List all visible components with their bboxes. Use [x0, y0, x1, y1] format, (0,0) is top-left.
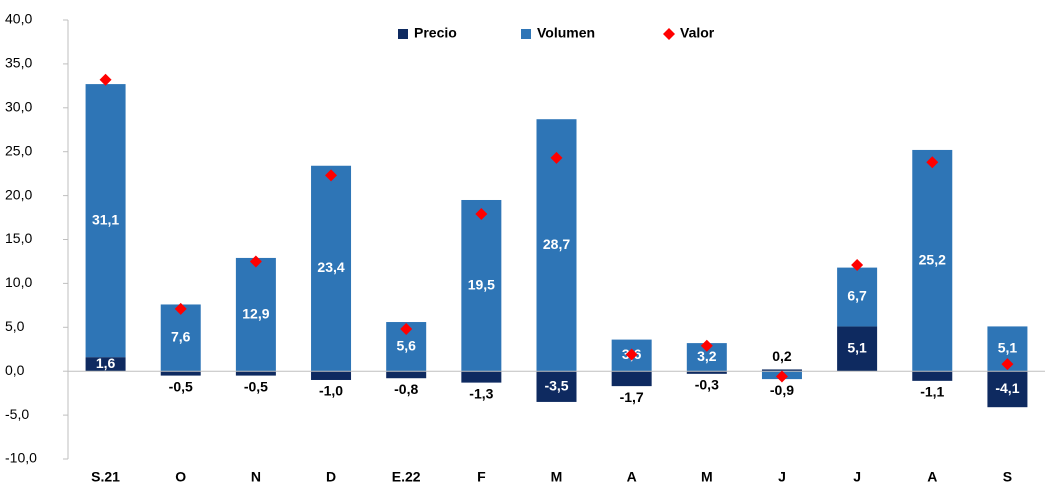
data-label: -0,5 — [169, 378, 193, 394]
bar-segment — [311, 371, 352, 380]
data-label: -0,8 — [394, 381, 418, 397]
x-tick-label: J — [853, 469, 861, 485]
data-label: 6,7 — [847, 288, 867, 304]
data-label: -1,7 — [620, 389, 644, 405]
data-label: 1,6 — [96, 355, 116, 371]
x-tick-label: O — [175, 469, 186, 485]
bar-segment — [686, 371, 727, 374]
data-label: -1,1 — [920, 384, 944, 400]
x-tick-label: J — [778, 469, 786, 485]
x-tick-label: M — [701, 469, 713, 485]
valor-marker — [851, 258, 864, 271]
y-tick-label: 5,0 — [5, 318, 25, 334]
bar-segment — [837, 326, 878, 372]
y-tick-label: -10,0 — [5, 450, 37, 466]
data-label: -0,3 — [695, 377, 719, 393]
x-tick-label: A — [927, 469, 937, 485]
data-label: 28,7 — [543, 236, 570, 252]
bar-segment — [235, 257, 276, 372]
x-tick-label: F — [477, 469, 486, 485]
valor-marker — [775, 370, 788, 383]
bar-segment — [912, 371, 953, 381]
x-tick-label: E.22 — [392, 469, 421, 485]
data-label: -1,3 — [469, 385, 493, 401]
data-label: 5,1 — [998, 340, 1018, 356]
valor-marker — [99, 73, 112, 86]
legend-label: Precio — [414, 25, 457, 41]
x-tick-label: M — [551, 469, 563, 485]
y-tick-label: 0,0 — [5, 362, 25, 378]
bar-segment — [160, 371, 201, 376]
bar-segment — [761, 369, 802, 372]
bar-segment — [837, 267, 878, 327]
y-tick-label: 35,0 — [5, 55, 32, 71]
legend-marker — [663, 28, 675, 40]
bar-segment — [536, 371, 577, 402]
x-tick-label: N — [251, 469, 261, 485]
legend-marker — [521, 29, 531, 39]
bar-segment — [160, 304, 201, 372]
data-label: 23,4 — [317, 259, 344, 275]
valor-marker — [625, 348, 638, 361]
data-label: 25,2 — [919, 251, 946, 267]
valor-marker — [174, 302, 187, 315]
y-tick-label: 15,0 — [5, 230, 32, 246]
valor-marker — [325, 169, 338, 182]
bar-segment — [461, 199, 502, 372]
x-tick-label: S.21 — [91, 469, 120, 485]
bar-segment — [311, 165, 352, 372]
y-tick-label: 20,0 — [5, 186, 32, 202]
bar-segment — [386, 371, 427, 379]
y-tick-label: 10,0 — [5, 274, 32, 290]
bar-segment — [85, 357, 126, 372]
data-label: -3,5 — [544, 377, 568, 393]
y-tick-label: -5,0 — [5, 406, 29, 422]
data-label: 5,1 — [847, 340, 867, 356]
data-label: 3,2 — [697, 348, 717, 364]
valor-marker — [700, 339, 713, 352]
valor-marker — [550, 151, 563, 164]
x-tick-label: D — [326, 469, 336, 485]
legend-label: Valor — [680, 25, 715, 41]
bar-segment — [987, 371, 1028, 408]
data-label: 19,5 — [468, 276, 495, 292]
valor-marker — [926, 156, 939, 169]
valor-marker — [249, 255, 262, 268]
data-label: 5,6 — [396, 337, 416, 353]
valor-marker — [400, 323, 413, 336]
legend-label: Volumen — [537, 25, 595, 41]
bar-segment — [461, 371, 502, 383]
y-tick-label: 40,0 — [5, 11, 32, 27]
y-tick-label: 30,0 — [5, 99, 32, 115]
bar-segment — [85, 84, 126, 358]
x-tick-label: A — [627, 469, 637, 485]
bar-segment — [611, 371, 652, 387]
data-label: 7,6 — [171, 329, 191, 345]
data-label: 0,2 — [772, 348, 792, 364]
data-label: 12,9 — [242, 305, 269, 321]
bar-segment — [912, 149, 953, 372]
y-tick-label: 25,0 — [5, 142, 32, 158]
data-label: -0,9 — [770, 382, 794, 398]
valor-marker — [1001, 358, 1014, 371]
data-label: 31,1 — [92, 211, 119, 227]
legend-marker — [398, 29, 408, 39]
valor-marker — [475, 208, 488, 221]
x-tick-label: S — [1003, 469, 1012, 485]
data-label: -4,1 — [995, 380, 1019, 396]
bar-segment — [235, 371, 276, 376]
data-label: -1,0 — [319, 383, 343, 399]
data-label: -0,5 — [244, 378, 268, 394]
